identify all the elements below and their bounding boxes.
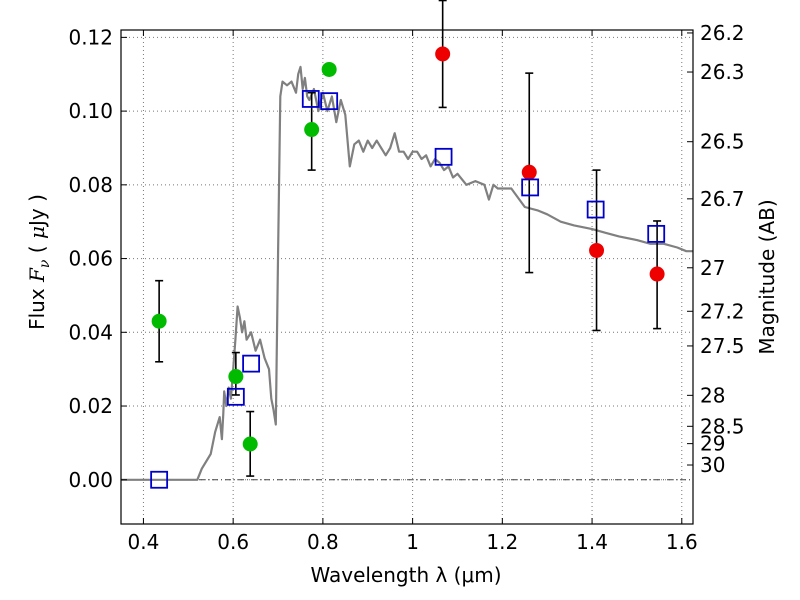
optical-point: [321, 61, 337, 77]
optical-point: [304, 122, 320, 138]
optical-point: [242, 436, 258, 452]
model-band-point: [242, 354, 261, 373]
x-tick-label: 0.4: [128, 530, 160, 554]
x-tick-label: 1: [406, 530, 419, 554]
y-tick-label: 0.10: [68, 99, 113, 123]
infrared-point: [589, 242, 605, 258]
model-band-point: [647, 224, 666, 243]
model-band-point: [586, 200, 605, 219]
infrared-point: [435, 46, 451, 62]
y2-tick-label: 27.2: [700, 299, 745, 323]
model-band-point: [521, 178, 540, 197]
plot-frame: [120, 29, 694, 525]
model-band-point: [320, 92, 339, 111]
infrared-point: [649, 266, 665, 282]
y2-tick-label: 26.3: [700, 60, 745, 84]
y-tick-label: 0.04: [68, 320, 113, 344]
y2-axis-label: Magnitude (AB): [755, 199, 779, 354]
x-tick-label: 0.6: [217, 530, 249, 554]
x-tick-label: 1.2: [486, 530, 518, 554]
model-band-point: [434, 147, 453, 166]
x-axis-label: Wavelength λ (μm): [310, 563, 501, 587]
x-tick-label: 1.4: [576, 530, 608, 554]
infrared-point: [521, 164, 537, 180]
model-band-point: [150, 470, 169, 489]
y-tick-label: 0.08: [68, 173, 113, 197]
axis-ticks: 0.4 0.6 0.8 1 1.2 1.4 1.6 0.00 0.02 0.04 0.06 0.08 0…: [68, 21, 744, 554]
y2-tick-label: 29: [700, 432, 725, 456]
y2-tick-label: 28.5: [700, 414, 745, 438]
model-spectrum: [121, 65, 693, 481]
y-tick-label: 0.00: [68, 468, 113, 492]
grid: [121, 30, 693, 524]
optical-point: [151, 313, 167, 329]
data-points: [150, 46, 666, 489]
optical-point: [228, 369, 244, 385]
y-tick-label: 0.12: [68, 25, 113, 49]
y2-tick-label: 27: [700, 256, 725, 280]
model-spectrum-line: [121, 65, 693, 481]
y2-tick-label: 28: [700, 383, 725, 407]
y-axis-label: Flux Fν ( μJy ): [25, 194, 53, 330]
y2-tick-label: 26.5: [700, 130, 745, 154]
y2-tick-label: 26.7: [700, 187, 745, 211]
y-tick-label: 0.06: [68, 247, 113, 271]
y-tick-label: 0.02: [68, 394, 113, 418]
x-tick-label: 1.6: [666, 530, 698, 554]
y2-tick-label: 27.5: [700, 334, 745, 358]
y2-tick-label: 30: [700, 453, 725, 477]
model-band-point: [226, 387, 245, 406]
y2-tick-label: 26.2: [700, 21, 745, 45]
model-band-point: [301, 90, 320, 108]
x-tick-label: 0.8: [307, 530, 339, 554]
